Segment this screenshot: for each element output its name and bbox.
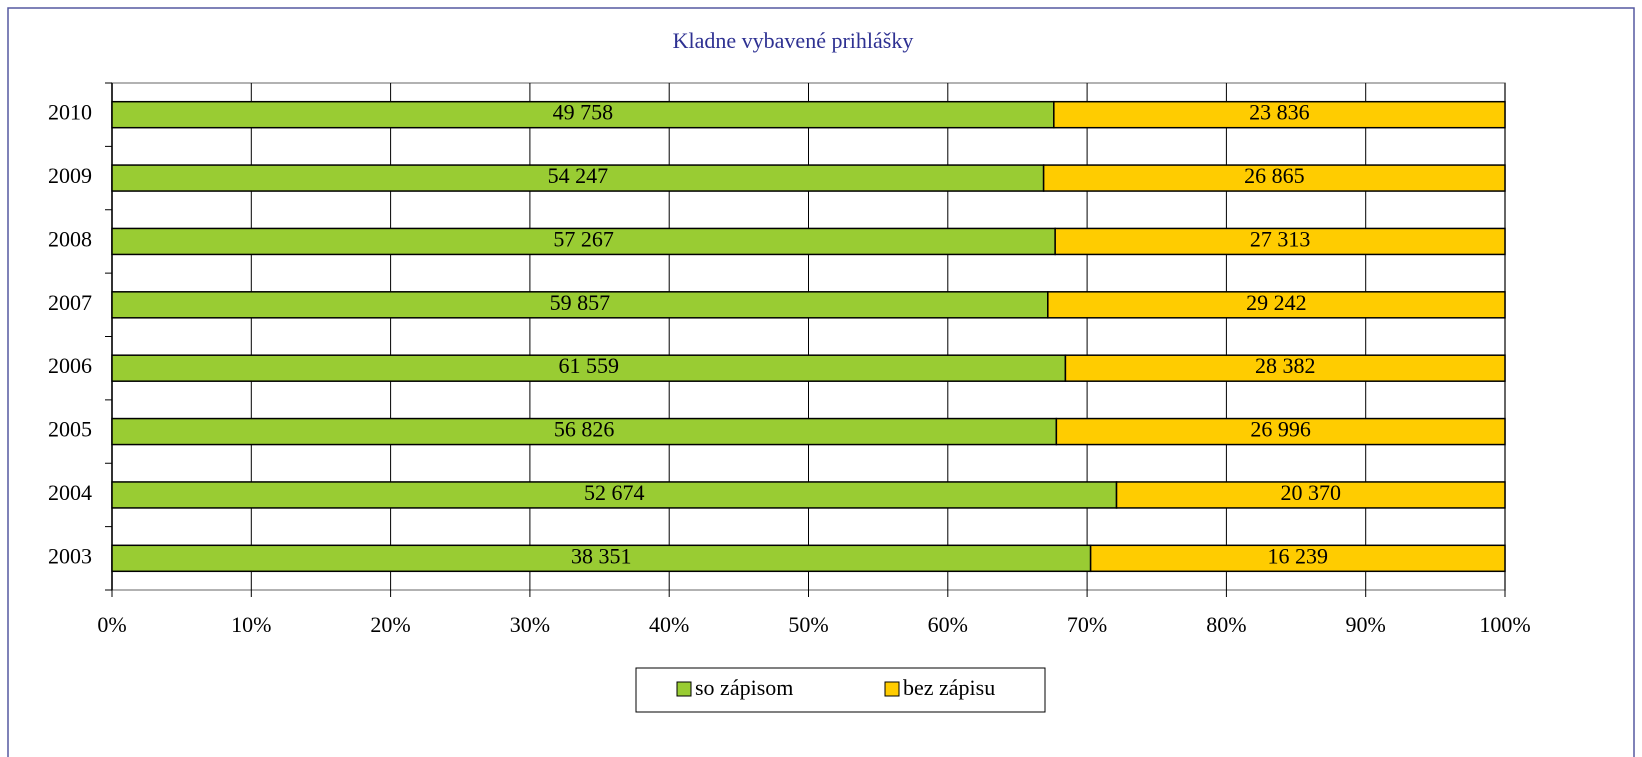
bar-segment [111,481,1118,509]
data-label: 26 996 [1250,417,1311,442]
x-tick-label: 30% [510,612,550,637]
x-tick-label: 80% [1206,612,1246,637]
x-tick-label: 40% [649,612,689,637]
data-label: 23 836 [1249,100,1310,125]
bar-segment [1047,291,1506,319]
x-tick-label: 100% [1479,612,1530,637]
y-tick-label: 2006 [48,353,92,378]
x-tick-label: 10% [231,612,271,637]
y-tick-label: 2007 [48,290,92,315]
bar-segment [1053,100,1506,129]
bar-segment [1054,227,1506,256]
x-tick-label: 50% [788,612,828,637]
data-label: 29 242 [1246,290,1307,315]
data-label: 54 247 [548,163,609,188]
data-label: 57 267 [553,226,614,251]
data-label: 59 857 [550,290,611,315]
x-tick-label: 60% [928,612,968,637]
chart-border [7,7,1635,757]
bar-segment [1064,354,1506,382]
bar-segment [1089,544,1506,573]
x-tick-label: 0% [97,612,126,637]
data-label: 49 758 [553,100,614,125]
x-tick-label: 20% [370,612,410,637]
legend-box [635,667,1046,713]
y-tick-label: 2003 [48,543,92,568]
legend-label: so zápisom [695,675,793,700]
data-label: 28 382 [1255,353,1316,378]
data-label: 20 370 [1281,480,1342,505]
y-tick-label: 2010 [48,100,92,125]
bar-segment [111,354,1067,382]
x-tick-label: 90% [1346,612,1386,637]
data-label: 26 865 [1244,163,1305,188]
y-tick-label: 2005 [48,417,92,442]
data-label: 61 559 [558,353,619,378]
bar-segment [1042,164,1506,192]
data-label: 38 351 [571,543,632,568]
bar-segment [111,544,1092,573]
x-tick-label: 70% [1067,612,1107,637]
chart-title: Kladne vybavené prihlášky [673,28,914,53]
y-tick-label: 2008 [48,226,92,251]
bar-segment [1115,481,1506,509]
data-label: 16 239 [1268,543,1329,568]
data-label: 27 313 [1250,226,1311,251]
legend-swatch [676,681,692,697]
y-tick-label: 2009 [48,163,92,188]
data-label: 52 674 [584,480,645,505]
bar-segment [111,291,1049,319]
legend-swatch [884,681,900,697]
y-tick-label: 2004 [48,480,92,505]
data-label: 56 826 [554,417,615,442]
bar-segment [1055,417,1506,446]
legend-label: bez zápisu [903,675,995,700]
